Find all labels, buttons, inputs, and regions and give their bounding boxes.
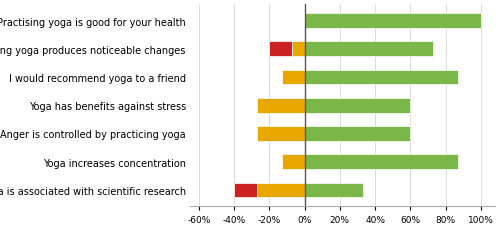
Bar	[304, 99, 410, 113]
Bar	[304, 183, 363, 198]
Bar	[257, 127, 304, 141]
Bar	[304, 127, 410, 141]
Bar	[304, 42, 434, 57]
Bar	[292, 42, 304, 57]
Bar	[304, 70, 458, 85]
Bar	[234, 183, 257, 198]
Bar	[304, 155, 458, 169]
Bar	[282, 155, 304, 169]
Bar	[282, 70, 304, 85]
Legend: No, Unsure, Yes: No, Unsure, Yes	[278, 249, 407, 252]
Bar	[270, 42, 292, 57]
Bar	[257, 183, 304, 198]
Bar	[257, 99, 304, 113]
Bar	[304, 14, 481, 29]
